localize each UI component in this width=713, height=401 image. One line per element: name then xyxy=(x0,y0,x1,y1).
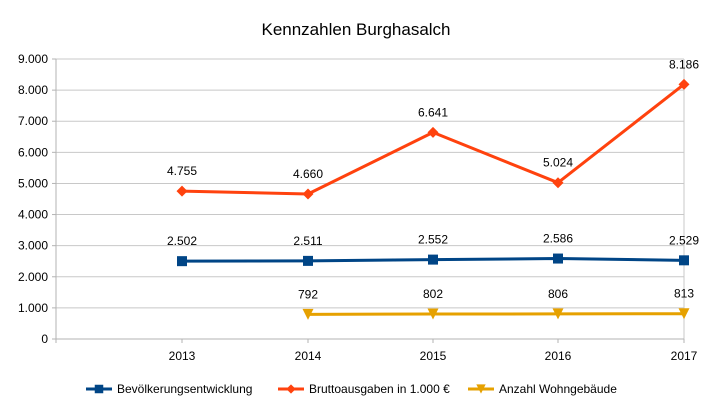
x-tick-label: 2016 xyxy=(545,349,572,363)
data-label: 792 xyxy=(298,287,318,301)
data-label: 2.502 xyxy=(167,234,197,248)
data-label: 5.024 xyxy=(543,156,573,170)
legend-marker xyxy=(286,384,296,394)
data-point xyxy=(302,188,314,200)
y-tick-label: 6.000 xyxy=(18,145,48,159)
data-point xyxy=(176,185,188,197)
series-1: 4.755 4.660 6.641 5.024 8.186 xyxy=(167,57,699,200)
gridlines xyxy=(56,58,685,343)
y-tick-label: 4.000 xyxy=(18,208,48,222)
data-label: 6.641 xyxy=(418,105,448,119)
data-point xyxy=(427,126,439,138)
legend-marker xyxy=(94,384,104,394)
chart-title: Kennzahlen Burghasalch xyxy=(261,20,450,39)
legend-label: Bevölkerungsentwicklung xyxy=(117,382,252,396)
y-tick-label: 7.000 xyxy=(18,114,48,128)
x-tick-label: 2017 xyxy=(671,349,698,363)
data-label: 2.511 xyxy=(293,234,322,248)
data-label: 806 xyxy=(548,287,568,301)
series-line xyxy=(307,312,685,316)
data-label: 2.529 xyxy=(669,233,699,247)
axes xyxy=(55,59,684,343)
y-tick-label: 3.000 xyxy=(18,239,48,253)
data-point xyxy=(302,308,314,320)
legend-label: Anzahl Wohngebäude xyxy=(499,382,617,396)
data-label: 8.186 xyxy=(669,57,699,71)
data-point xyxy=(552,177,564,189)
x-axis-ticks: 2013 2014 2015 2016 2017 xyxy=(169,339,698,363)
y-tick-label: 2.000 xyxy=(18,270,48,284)
y-tick-label: 5.000 xyxy=(18,176,48,190)
x-tick-label: 2014 xyxy=(295,349,322,363)
series-2: 792 802 806 813 xyxy=(298,287,694,320)
legend-item-1: Bruttoausgaben in 1.000 € xyxy=(278,382,450,396)
data-point xyxy=(428,254,438,265)
series-line xyxy=(181,83,685,196)
data-label: 802 xyxy=(423,287,443,301)
data-point xyxy=(552,308,564,320)
legend-item-0: Bevölkerungsentwicklung xyxy=(86,382,252,396)
data-point xyxy=(553,253,563,264)
x-tick-label: 2015 xyxy=(420,349,447,363)
data-point xyxy=(427,308,439,320)
data-label: 4.660 xyxy=(293,167,323,181)
x-tick-label: 2013 xyxy=(169,349,196,363)
legend-marker xyxy=(476,384,486,394)
data-label: 4.755 xyxy=(167,164,197,178)
y-tick-label: 0 xyxy=(41,332,48,346)
y-tick-label: 9.000 xyxy=(18,52,48,66)
y-axis-ticks: 0 1.000 2.000 3.000 4.000 5.000 6.000 7.000 8.00… xyxy=(18,52,56,346)
series-layer: 2.502 2.511 2.552 2.586 2.529 4.755 4.660 6.641… xyxy=(167,57,699,320)
data-label: 2.552 xyxy=(418,233,448,247)
y-tick-label: 8.000 xyxy=(18,83,48,97)
data-label: 813 xyxy=(674,287,694,301)
series-0: 2.502 2.511 2.552 2.586 2.529 xyxy=(167,232,699,267)
data-point xyxy=(678,308,690,320)
data-label: 2.586 xyxy=(543,232,573,246)
data-point xyxy=(177,256,187,267)
y-tick-label: 1.000 xyxy=(18,301,48,315)
data-point xyxy=(303,255,313,266)
data-point xyxy=(679,255,689,266)
data-point xyxy=(678,78,690,90)
legend: Bevölkerungsentwicklung Bruttoausgaben in… xyxy=(86,382,617,396)
legend-item-2: Anzahl Wohngebäude xyxy=(468,382,617,396)
legend-label: Bruttoausgaben in 1.000 € xyxy=(309,382,450,396)
